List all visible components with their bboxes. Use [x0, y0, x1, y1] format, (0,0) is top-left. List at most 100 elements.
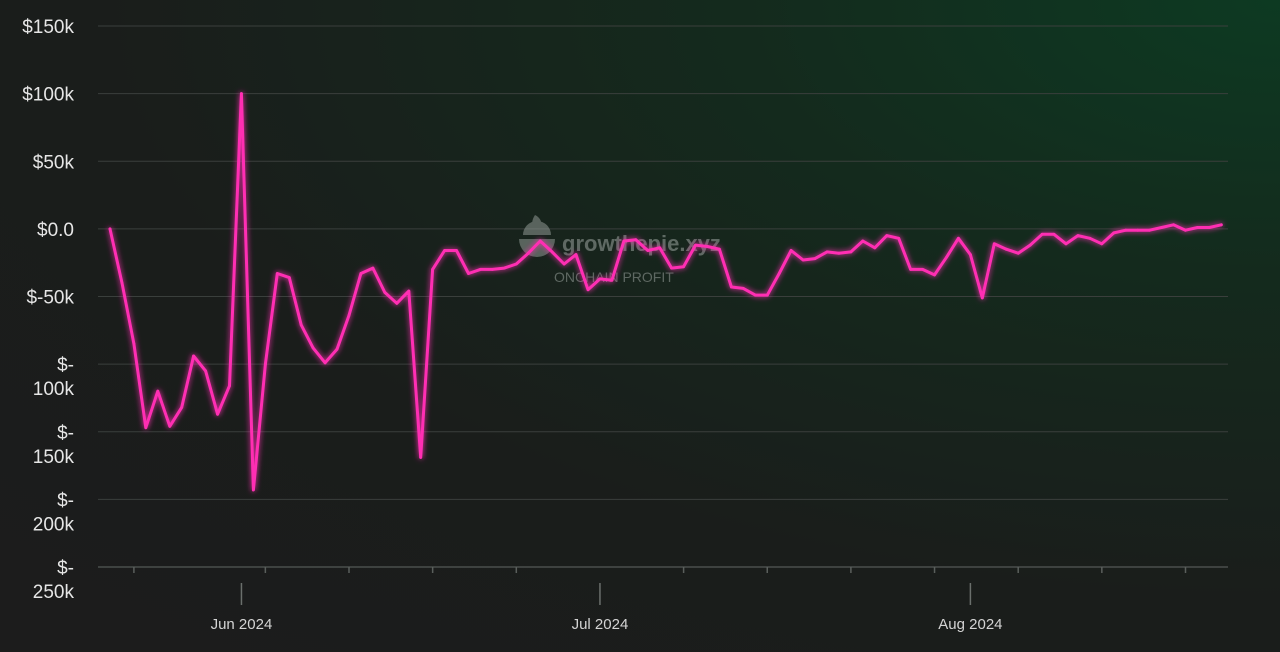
y-tick-label: $-50k — [26, 288, 74, 309]
data-point — [240, 92, 243, 95]
data-point — [837, 251, 841, 255]
data-point — [682, 265, 685, 269]
data-point — [407, 289, 411, 293]
y-tick-text: 200k — [33, 514, 75, 535]
data-point — [1016, 251, 1020, 255]
data-point — [873, 246, 877, 250]
x-axis: Jun 2024 Jul 2024 Aug 2024 — [133, 567, 1187, 633]
data-point — [1148, 228, 1151, 232]
data-point — [789, 249, 793, 252]
data-point — [670, 266, 673, 270]
data-point — [897, 236, 901, 240]
data-point — [252, 488, 255, 492]
data-point — [180, 406, 184, 409]
x-tick-label: Aug 2024 — [938, 616, 1002, 633]
data-point — [443, 249, 446, 252]
data-point — [706, 245, 709, 248]
data-point — [156, 389, 160, 393]
series-line — [108, 92, 1223, 492]
data-point — [992, 242, 996, 246]
y-tick-text: $150k — [22, 17, 74, 38]
data-point — [347, 314, 351, 317]
y-tick-label: $150k — [22, 17, 74, 38]
y-tick-label: $100k — [22, 85, 74, 106]
data-point — [216, 412, 220, 416]
data-point — [419, 456, 423, 459]
data-point — [753, 293, 757, 297]
data-point — [204, 369, 208, 373]
y-tick-text: $- — [57, 423, 74, 444]
grid-lines — [98, 25, 1228, 568]
x-tick-label: Jun 2024 — [211, 616, 273, 633]
data-point — [1076, 234, 1080, 238]
data-point — [1052, 232, 1056, 236]
data-point — [658, 246, 662, 250]
data-point — [359, 272, 363, 275]
data-point — [861, 239, 865, 243]
data-point — [1040, 232, 1044, 236]
data-point — [765, 293, 769, 297]
data-point — [526, 251, 530, 255]
data-point — [228, 384, 231, 388]
data-point — [1136, 228, 1140, 232]
y-axis: $150k $100k $50k $0.0 $-50k $- 100k $- 150k $- 200… — [22, 17, 74, 603]
data-point — [586, 288, 590, 292]
y-tick-text: 250k — [33, 582, 75, 603]
data-point — [371, 266, 375, 270]
y-tick-label: $50k — [33, 152, 75, 173]
data-point — [1064, 242, 1068, 246]
data-point — [287, 276, 291, 279]
data-point — [634, 238, 638, 242]
data-point — [1124, 228, 1128, 232]
data-point — [467, 272, 470, 275]
data-point — [825, 250, 829, 254]
data-point — [1219, 223, 1223, 227]
data-point — [431, 268, 434, 271]
data-point — [969, 253, 972, 256]
data-point — [694, 243, 697, 247]
data-point — [718, 247, 721, 251]
data-point — [455, 249, 458, 252]
data-point — [323, 361, 327, 365]
data-point — [144, 426, 148, 430]
data-point — [538, 239, 542, 243]
data-point — [980, 296, 984, 300]
data-point — [957, 236, 960, 240]
data-point — [622, 239, 626, 243]
data-point — [849, 250, 853, 254]
data-point — [132, 342, 136, 346]
data-point — [479, 268, 482, 271]
y-tick-text: $- — [57, 558, 74, 579]
y-tick-text: $-50k — [26, 288, 74, 309]
y-tick-label: $0.0 — [37, 220, 74, 241]
data-point — [395, 301, 399, 305]
data-point — [945, 255, 948, 259]
data-point — [813, 257, 817, 260]
data-point — [1172, 223, 1175, 227]
y-tick-text: $- — [57, 355, 74, 376]
data-point — [502, 266, 506, 270]
data-point — [1184, 228, 1187, 232]
y-tick-text: $100k — [22, 85, 74, 106]
data-point — [1112, 231, 1116, 235]
data-point — [1004, 247, 1008, 251]
data-point — [646, 249, 650, 252]
data-point — [514, 262, 518, 266]
data-point — [168, 424, 172, 428]
data-point — [933, 273, 936, 277]
data-point — [1028, 243, 1032, 247]
data-point — [550, 250, 554, 254]
data-point — [921, 268, 924, 271]
data-point — [264, 362, 267, 366]
data-point — [120, 281, 124, 285]
y-tick-text: $0.0 — [37, 220, 74, 241]
data-point — [299, 323, 303, 327]
y-tick-text: $50k — [33, 152, 75, 173]
x-tick-label: Jul 2024 — [572, 616, 629, 633]
data-point — [1208, 226, 1211, 229]
data-point — [801, 258, 805, 262]
data-point — [574, 253, 578, 256]
series-layer — [108, 92, 1223, 492]
data-point — [491, 268, 494, 271]
